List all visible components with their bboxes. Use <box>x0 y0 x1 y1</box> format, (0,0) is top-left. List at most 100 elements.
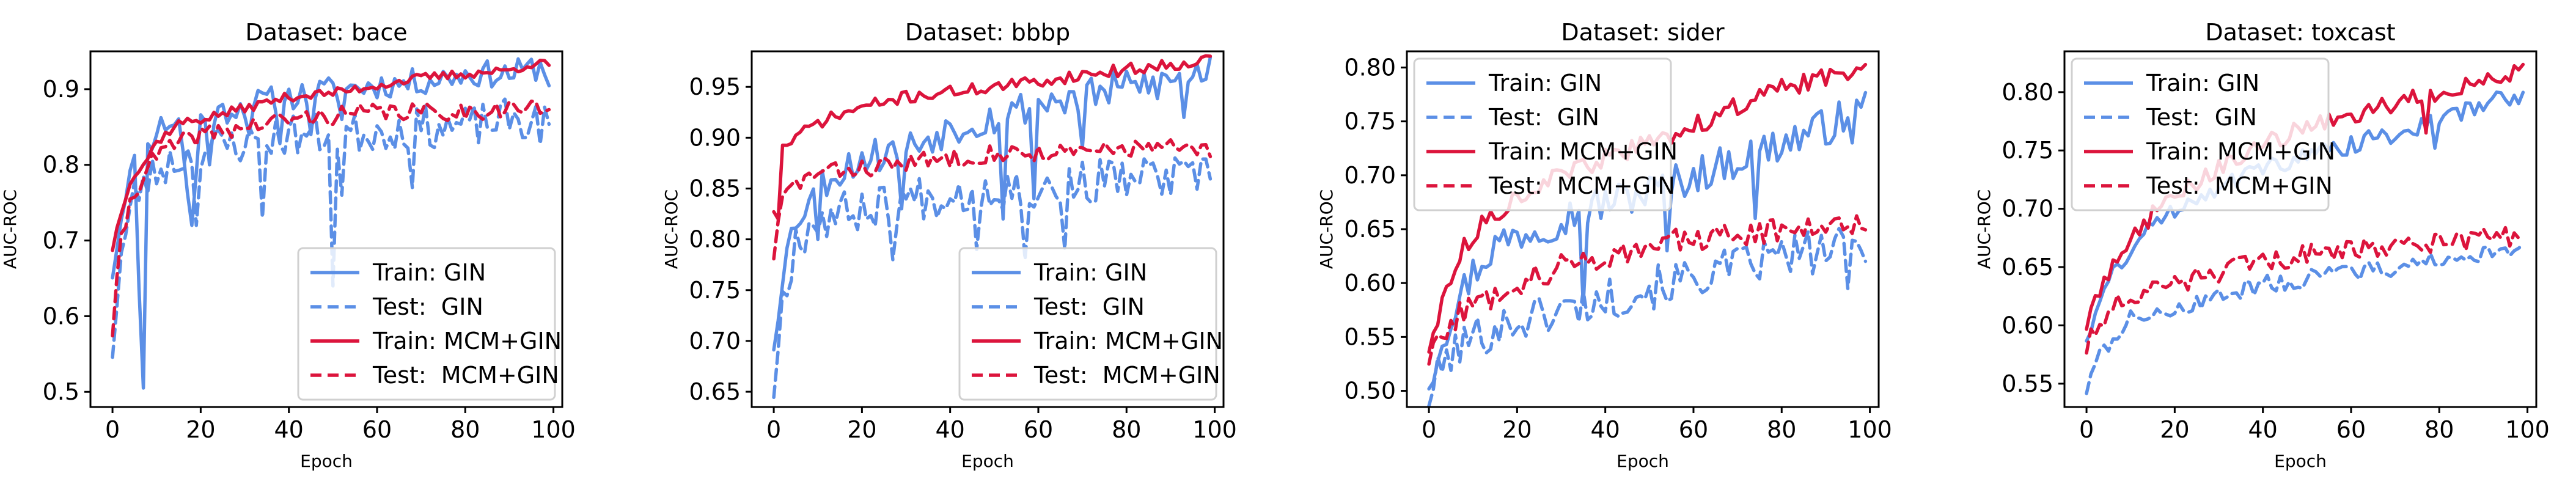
y-axis-label: AUC-ROC <box>1974 189 1994 269</box>
chart-bace: Dataset: bace 0 20 40 60 80 100 0.5 0.6 0.7 0.8 0.9… <box>0 19 576 471</box>
x-tick-label: 60 <box>362 416 392 443</box>
y-tick-label: 0.75 <box>1344 108 1396 135</box>
series-line-test-gin <box>772 156 1213 399</box>
plot-frame <box>2063 50 2537 408</box>
x-tick-label: 40 <box>935 416 964 443</box>
x-tick-label: 60 <box>1024 416 1053 443</box>
chart-title: Dataset: toxcast <box>2205 19 2395 46</box>
y-tick-label: 0.55 <box>1344 323 1396 350</box>
legend-label: Test: GIN <box>1488 104 1599 131</box>
plot-frame <box>750 50 1225 408</box>
x-tick-label: 100 <box>1192 416 1237 443</box>
x-tick-label: 40 <box>274 416 303 443</box>
legend-box <box>2071 57 2330 211</box>
y-tick-label: 0.65 <box>689 378 741 405</box>
y-tick-label: 0.90 <box>689 124 741 151</box>
x-tick-label: 0 <box>2079 416 2094 443</box>
x-tick-label: 20 <box>847 416 876 443</box>
y-tick-label: 0.6 <box>43 302 79 329</box>
chart-bbbp: Dataset: bbbp 0 20 40 60 80 100 0.65 0.70 0.75 0.8… <box>661 19 1237 471</box>
series-group <box>1427 62 1868 407</box>
y-tick-label: 0.80 <box>689 226 741 253</box>
chart-title: Dataset: sider <box>1561 19 1725 46</box>
series-line-train-gin <box>772 55 1213 352</box>
legend-label: Test: GIN <box>1033 293 1145 320</box>
x-tick-label: 80 <box>450 416 480 443</box>
series-line-test-gin <box>111 97 551 359</box>
legend-label: Train: GIN <box>1488 70 1602 97</box>
series-line-test-mcm-gin <box>111 99 551 338</box>
y-tick-label: 0.60 <box>2002 312 2053 339</box>
y-tick-label: 0.5 <box>43 378 79 405</box>
series-line-test-mcm-gin <box>1427 214 1868 366</box>
x-tick-label: 80 <box>1112 416 1141 443</box>
y-tick-label: 0.7 <box>43 227 79 254</box>
x-tick-label: 80 <box>1767 416 1796 443</box>
y-axis-label: AUC-ROC <box>1316 189 1337 269</box>
y-tick-label: 0.75 <box>2002 137 2053 164</box>
legend-label: Test: GIN <box>2146 104 2257 131</box>
chart-title: Dataset: bbbp <box>905 19 1070 46</box>
plot-frame <box>89 50 563 408</box>
y-tick-label: 0.80 <box>2002 79 2053 106</box>
y-tick-label: 0.55 <box>2002 370 2053 397</box>
y-axis-label: AUC-ROC <box>0 189 20 269</box>
legend-label: Train: GIN <box>372 259 486 286</box>
legend: Train: GIN Test: GIN Train: MCM+GIN Test: M… <box>2071 57 2335 211</box>
x-tick-label: 0 <box>105 416 120 443</box>
y-tick-label: 0.60 <box>1344 270 1396 296</box>
x-tick-label: 100 <box>531 416 576 443</box>
legend-label: Test: MCM+GIN <box>2146 172 2333 199</box>
x-tick-label: 100 <box>2505 416 2550 443</box>
legend-label: Test: MCM+GIN <box>1033 362 1220 389</box>
y-tick-label: 0.85 <box>689 175 741 202</box>
legend-label: Test: GIN <box>372 293 483 320</box>
x-tick-label: 20 <box>1502 416 1532 443</box>
legend-label: Train: MCM+GIN <box>372 328 562 354</box>
x-tick-label: 0 <box>1422 416 1436 443</box>
y-tick-label: 0.9 <box>43 76 79 103</box>
y-tick-label: 0.70 <box>2002 196 2053 222</box>
y-axis-label: AUC-ROC <box>661 189 681 269</box>
legend: Train: GIN Test: GIN Train: MCM+GIN Test: M… <box>297 247 562 401</box>
x-axis-label: Epoch <box>2274 451 2327 471</box>
series-line-train-gin <box>111 57 551 390</box>
x-tick-label: 20 <box>2160 416 2189 443</box>
series-line-test-mcm-gin <box>2085 226 2525 355</box>
x-tick-label: 20 <box>186 416 215 443</box>
legend-label: Train: MCM+GIN <box>1488 138 1678 165</box>
x-tick-label: 60 <box>1679 416 1708 443</box>
y-tick-label: 0.95 <box>689 73 741 100</box>
chart-title: Dataset: bace <box>245 19 407 46</box>
legend-box <box>297 247 556 401</box>
x-tick-label: 0 <box>766 416 781 443</box>
series-line-train-mcm-gin <box>772 54 1213 221</box>
legend: Train: GIN Test: GIN Train: MCM+GIN Test: M… <box>958 247 1223 401</box>
y-tick-label: 0.70 <box>1344 162 1396 189</box>
x-axis-label: Epoch <box>1616 451 1669 471</box>
y-tick-label: 0.50 <box>1344 378 1396 405</box>
legend: Train: GIN Test: GIN Train: MCM+GIN Test: M… <box>1413 57 1678 211</box>
series-line-train-mcm-gin <box>111 58 551 252</box>
y-tick-label: 0.65 <box>1344 216 1396 243</box>
series-line-test-mcm-gin <box>772 138 1213 261</box>
charts-root: Dataset: bace 0 20 40 60 80 100 0.5 0.6 0.7 0.8 0.9… <box>0 19 2550 471</box>
legend-label: Train: MCM+GIN <box>2146 138 2335 165</box>
chart-sider: Dataset: sider 0 20 40 60 80 100 0.50 0.55 0.60 0.… <box>1316 19 1892 471</box>
y-tick-label: 0.65 <box>2002 254 2053 280</box>
x-tick-label: 40 <box>2248 416 2277 443</box>
legend-box <box>958 247 1217 401</box>
legend-box <box>1413 57 1672 211</box>
x-tick-label: 80 <box>2424 416 2454 443</box>
series-group <box>111 57 551 390</box>
series-group <box>772 54 1213 399</box>
x-tick-label: 60 <box>2336 416 2366 443</box>
legend-label: Train: MCM+GIN <box>1033 328 1223 354</box>
y-tick-label: 0.80 <box>1344 54 1396 81</box>
legend-label: Train: GIN <box>1033 259 1147 286</box>
x-tick-label: 100 <box>1848 416 1892 443</box>
chart-toxcast: Dataset: toxcast 0 20 40 60 80 100 0.55 0.60 0.65… <box>1974 19 2550 471</box>
x-tick-label: 40 <box>1590 416 1620 443</box>
legend-label: Test: MCM+GIN <box>372 362 559 389</box>
